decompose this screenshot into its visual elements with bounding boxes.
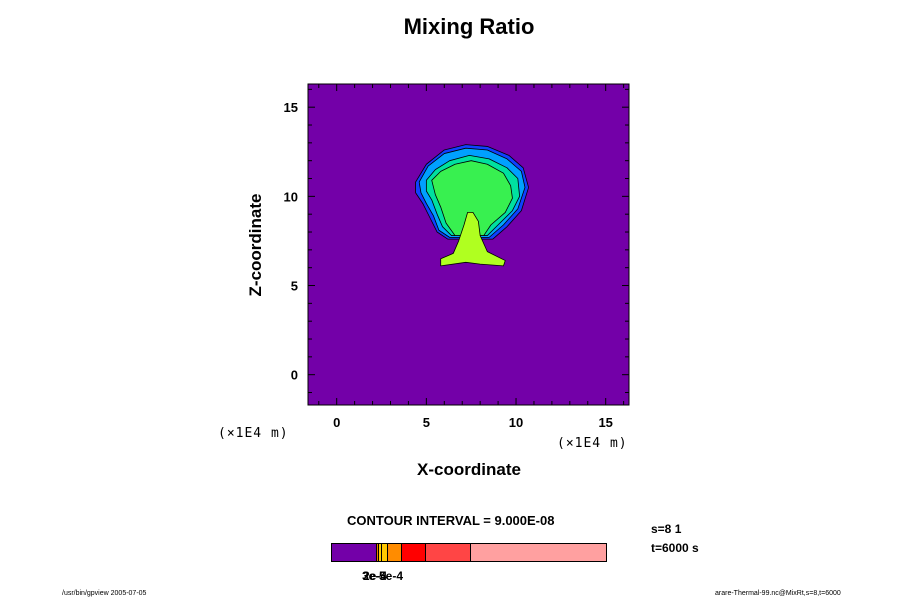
x-tick-label: 15	[598, 415, 612, 430]
y-axis-unit: (×1E4 m)	[218, 426, 289, 441]
axis-tick-labels: 0 5 10 15 0 5 10 15	[284, 100, 613, 430]
y-tick-label: 10	[284, 189, 298, 204]
colorbar-segment	[470, 544, 606, 561]
contour-level-5	[440, 211, 506, 267]
slice-info: s=8 1	[651, 522, 682, 536]
colorbar-segment	[401, 544, 426, 561]
footer-right: arare-Thermal-99.nc@MixRt,s=8,t=6000	[715, 590, 841, 597]
colorbar-label-overlap: 3e-5	[362, 569, 387, 583]
colorbar	[331, 543, 607, 562]
y-tick-label: 5	[291, 279, 298, 294]
colorbar-segment	[332, 544, 377, 561]
footer-left: /usr/bin/gpview 2005-07-05	[62, 590, 147, 597]
y-tick-label: 15	[284, 100, 298, 115]
axis-ticks	[308, 84, 629, 405]
colorbar-segment	[425, 544, 471, 561]
contour-fills	[415, 144, 529, 267]
colorbar-segment	[387, 544, 402, 561]
y-tick-label: 0	[291, 368, 298, 383]
chart-title: Mixing Ratio	[403, 14, 535, 39]
x-tick-label: 0	[333, 415, 340, 430]
x-tick-label: 10	[509, 415, 523, 430]
x-axis-label: X-coordinate	[417, 460, 521, 479]
contour-interval-label: CONTOUR INTERVAL = 9.000E-08	[347, 513, 555, 528]
colorbar-segment	[380, 544, 388, 561]
contour-level-4	[431, 160, 513, 236]
colorbar-segment	[378, 544, 381, 561]
x-axis-unit: (×1E4 m)	[557, 436, 628, 451]
colorbar-label-main: 5e-4	[379, 569, 404, 583]
y-axis-label: Z-coordinate	[246, 193, 265, 297]
x-tick-label: 5	[423, 415, 430, 430]
colorbar-label-overlap-2: 2e-4	[363, 569, 388, 583]
colorbar-segment	[376, 544, 379, 561]
plot-frame	[307, 83, 630, 406]
time-info: t=6000 s	[651, 541, 699, 555]
